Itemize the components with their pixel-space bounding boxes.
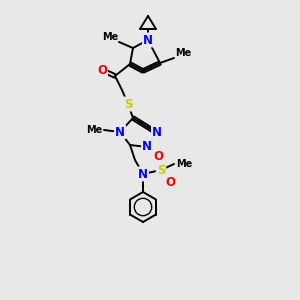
Text: Me: Me xyxy=(86,125,102,135)
Text: S: S xyxy=(157,164,165,176)
Text: N: N xyxy=(115,125,125,139)
Text: Me: Me xyxy=(175,48,191,58)
Text: N: N xyxy=(143,34,153,46)
Text: O: O xyxy=(153,149,163,163)
Text: N: N xyxy=(138,167,148,181)
Text: N: N xyxy=(152,127,162,140)
Text: Me: Me xyxy=(102,32,118,42)
Text: O: O xyxy=(97,64,107,76)
Text: N: N xyxy=(142,140,152,154)
Text: S: S xyxy=(124,98,132,110)
Text: O: O xyxy=(165,176,175,188)
Text: Me: Me xyxy=(176,159,192,169)
